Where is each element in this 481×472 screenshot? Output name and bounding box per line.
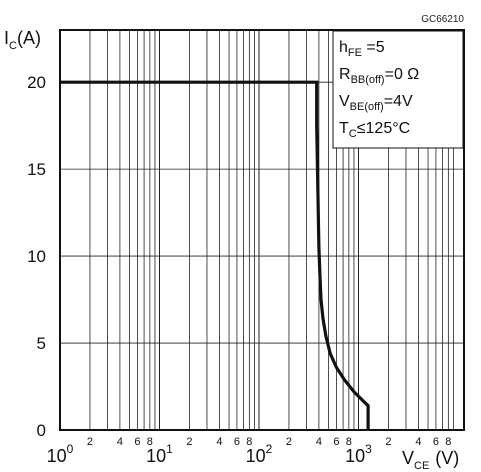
plot-frame	[59, 29, 465, 431]
x-minor-tick-label: 8	[445, 436, 451, 448]
x-tick-label: 103	[345, 442, 372, 466]
y-tick-label: 5	[37, 334, 46, 353]
x-minor-tick-label: 2	[186, 436, 192, 448]
x-minor-tick-label: 8	[346, 436, 352, 448]
figure-code: GC66210	[421, 14, 464, 25]
x-minor-tick-label: 6	[234, 436, 240, 448]
x-minor-tick-label: 4	[216, 436, 222, 448]
x-minor-tick-label: 6	[433, 436, 439, 448]
x-axis-label: VCE (V)	[402, 448, 459, 472]
legend-annotation: RBB(off)=0 Ω	[339, 66, 419, 86]
y-axis-symbol: I	[4, 28, 9, 48]
x-tick-label: 101	[146, 442, 173, 466]
legend-annotation: VBE(off)=4V	[339, 93, 413, 113]
x-minor-tick-label: 4	[117, 436, 123, 448]
x-minor-tick-label: 8	[147, 436, 153, 448]
y-tick-label: 0	[37, 421, 46, 440]
x-tick-label: 100	[47, 442, 74, 466]
x-minor-tick-label: 6	[134, 436, 140, 448]
x-minor-tick-label: 6	[333, 436, 339, 448]
y-axis-label: IC(A)	[4, 28, 41, 52]
x-minor-tick-label: 2	[385, 436, 391, 448]
y-axis-unit: (A)	[17, 28, 41, 48]
x-axis-unit: (V)	[435, 448, 459, 468]
soa-boundary-line	[60, 80, 370, 430]
x-minor-tick-label: 2	[286, 436, 292, 448]
legend-annotation: TC≤125°C	[339, 120, 410, 140]
y-tick-labels: 0 5 10 15 20	[27, 73, 46, 440]
x-axis-subscript: CE	[414, 460, 429, 472]
x-minor-tick-label: 4	[316, 436, 322, 448]
legend-annotation: hFE =5	[339, 39, 385, 59]
x-minor-tick-label: 2	[87, 436, 93, 448]
legend-box	[332, 30, 464, 149]
y-tick-label: 20	[27, 73, 46, 92]
legend: hFE =5 RBB(off)=0 Ω VBE(off)=4V TC≤125°C	[339, 39, 419, 140]
y-tick-label: 10	[27, 247, 46, 266]
x-tick-label: 102	[246, 442, 273, 466]
x-minor-tick-label: 8	[246, 436, 252, 448]
x-minor-tick-label: 4	[415, 436, 421, 448]
y-axis-subscript: C	[9, 40, 17, 52]
x-axis-symbol: V	[402, 448, 414, 468]
y-tick-label: 15	[27, 160, 46, 179]
